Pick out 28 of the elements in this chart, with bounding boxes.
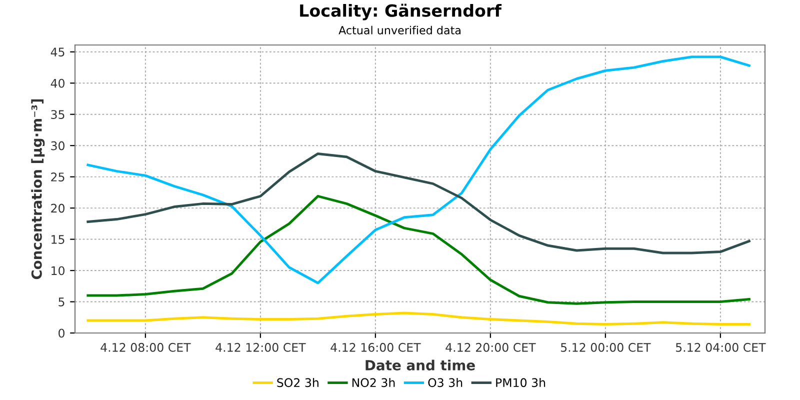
line-series (86, 152, 750, 254)
y-tick-label: 25 (51, 172, 64, 182)
legend-label: SO2 3h (277, 378, 318, 388)
line-series (86, 194, 750, 305)
legend-label: PM10 3h (496, 378, 546, 388)
legend-label: O3 3h (428, 378, 462, 388)
chart-subtitle: Actual unverified data (338, 26, 460, 34)
x-tick-label: 4.12 20:00 CET (446, 342, 536, 352)
y-tick-label: 20 (51, 204, 64, 213)
x-tick-label: 4.12 16:00 CET (330, 342, 421, 352)
y-tick-label: 5 (58, 298, 64, 306)
chart-title: Locality: Gänserndorf (300, 4, 502, 20)
line-series (86, 312, 750, 326)
x-tick-label: 5.12 00:00 CET (560, 342, 651, 352)
y-axis-title: Concentration [µg·m⁻³] (31, 99, 45, 280)
x-tick-label: 5.12 04:00 CET (676, 342, 766, 352)
y-tick-label: 35 (51, 110, 64, 119)
y-tick-label: 0 (58, 328, 64, 338)
y-tick-label: 40 (50, 78, 64, 88)
line-series (86, 56, 750, 284)
x-tick-label: 4.12 12:00 CET (216, 342, 306, 352)
x-tick-label: 4.12 08:00 CET (100, 342, 191, 352)
legend-label: NO2 3h (352, 378, 395, 388)
y-tick-label: 45 (50, 48, 64, 57)
x-axis-title: Date and time (366, 360, 475, 370)
y-tick-label: 15 (52, 235, 64, 244)
y-tick-label: 30 (51, 141, 64, 150)
y-tick-label: 10 (52, 266, 64, 276)
